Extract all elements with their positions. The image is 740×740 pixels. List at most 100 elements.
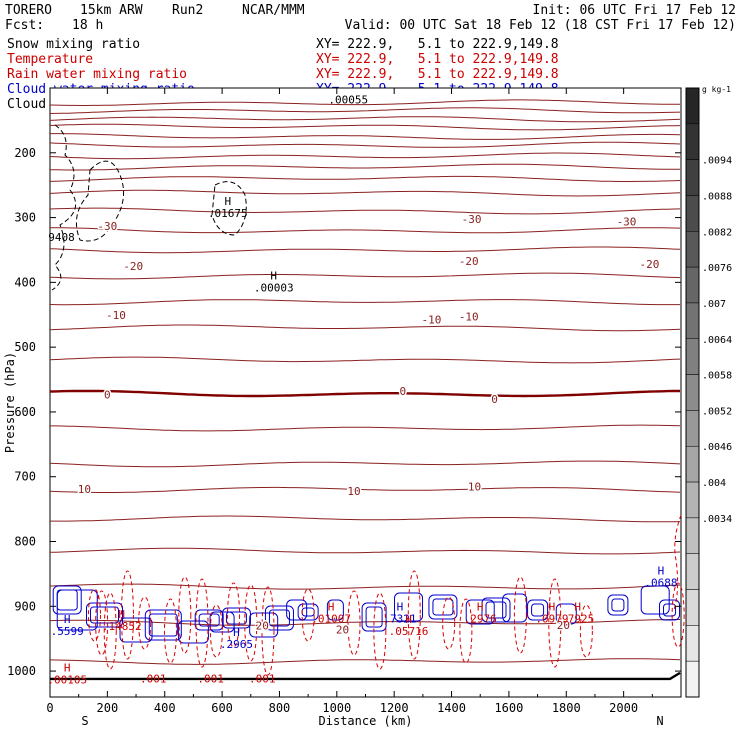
isotherm-line	[49, 658, 681, 665]
cloud-water-contour	[85, 602, 123, 628]
cloud-water-contour	[52, 585, 82, 615]
extremum-value: .0688	[644, 576, 677, 589]
isotherm-line	[49, 389, 680, 398]
colorbar-label: .0052	[702, 406, 732, 417]
cloud-water-contour	[264, 605, 294, 631]
cloud-water-contour	[268, 609, 290, 627]
cloud-water-contour	[659, 599, 681, 621]
colorbar-unit: g kg-1	[702, 85, 731, 94]
colorbar-swatch	[685, 374, 700, 411]
cloud-water-contour	[527, 599, 549, 621]
extremum-value: .01007	[311, 613, 351, 626]
isotherm-line	[49, 141, 681, 148]
temperature-label: 0	[491, 393, 498, 406]
x-tick-label: 600	[211, 701, 233, 715]
extremum-value: .7321	[383, 613, 416, 626]
isotherm-line	[49, 299, 680, 306]
isotherm-line	[49, 272, 681, 280]
snow-contour	[75, 160, 125, 242]
colorbar-label: .0094	[702, 156, 732, 167]
x-tick-label: 400	[154, 701, 176, 715]
rain-water-contour	[407, 570, 421, 660]
forecast-label: Fcst:	[5, 18, 45, 33]
cloud-water-contour	[611, 598, 625, 612]
surface-line	[50, 671, 681, 681]
valid-time: Valid: 00 UTC Sat 18 Feb 12 (18 CST Fri …	[344, 18, 736, 33]
org-label: NCAR/MMM	[242, 3, 305, 18]
rain-water-contour	[513, 576, 527, 654]
x-tick-label: 1600	[494, 701, 523, 715]
extremum-mark: H	[225, 195, 232, 208]
rain-water-contour	[442, 596, 456, 650]
cloud-water-contour	[119, 617, 153, 643]
colorbar-label: .0088	[702, 191, 732, 202]
colorbar-label: .004	[702, 478, 726, 489]
temperature-label: -20	[640, 258, 660, 271]
extremum-value: .0979	[535, 613, 568, 626]
rain-water-contour	[671, 582, 685, 648]
isotherm-line	[49, 152, 681, 160]
colorbar-frame	[685, 87, 700, 698]
rain-water-contour	[373, 592, 387, 670]
colorbar-label: .0082	[702, 227, 732, 238]
colorbar-swatch	[685, 660, 700, 698]
cloud-water-contour	[148, 613, 178, 637]
rain-water-contour	[579, 604, 593, 658]
extremum-value: .2965	[220, 638, 253, 651]
colorbar-swatch	[685, 445, 700, 483]
isotherm-line	[50, 424, 681, 432]
temperature-label: 10	[468, 480, 481, 493]
isotherm-line	[49, 460, 681, 468]
colorbar-swatch	[685, 195, 700, 232]
extremum-mark: H	[233, 626, 240, 639]
colorbar-swatch	[685, 231, 700, 268]
x-tick-label: 0	[46, 701, 53, 715]
extremum-value: .2976	[464, 613, 497, 626]
temperature-label: 10	[347, 485, 360, 498]
rain-water-contour	[227, 582, 241, 648]
extremum-value: .01675	[208, 207, 248, 220]
colorbar-swatch	[685, 302, 700, 340]
cloud-water-contour	[555, 603, 577, 625]
rain-water-contour	[244, 584, 258, 662]
rain-water-contour	[301, 588, 315, 642]
x-tick-label: 1200	[380, 701, 409, 715]
snow-contour	[51, 124, 77, 291]
cloud-water-contour	[297, 603, 319, 621]
y-tick-label: 900	[14, 599, 36, 613]
extremum-mark: H	[477, 601, 484, 614]
cloud-water-contour	[365, 606, 383, 628]
field-xy-range: XY= 222.9, 5.1 to 222.9,149.8	[316, 37, 559, 52]
rain-water-contour	[178, 576, 192, 654]
isotherm-line	[50, 515, 681, 523]
cloud-water-contour	[485, 601, 507, 619]
colorbar-label: .0058	[702, 371, 732, 382]
field-name: Rain water mixing ratio	[7, 67, 188, 82]
rain-water-contour	[459, 598, 473, 664]
extremum-mark: H	[574, 601, 581, 614]
isotherm-line	[49, 107, 681, 114]
colorbar-swatch	[685, 481, 700, 519]
x-tick-label: 1400	[437, 701, 466, 715]
y-tick-label: 600	[14, 405, 36, 419]
colorbar-swatch	[685, 87, 700, 125]
isotherm-line	[50, 227, 681, 234]
colorbar-swatch	[685, 589, 700, 626]
isotherm-line	[49, 356, 681, 364]
cloud-water-contour	[221, 607, 251, 629]
y-tick-label: 500	[14, 340, 36, 354]
colorbar-swatch	[685, 625, 700, 662]
temperature-label: -10	[459, 311, 479, 324]
field-xy-range: XY= 222.9, 5.1 to 222.9,149.8	[316, 52, 559, 67]
isotherm-line	[49, 246, 681, 254]
y-tick-label: 200	[14, 146, 36, 160]
temperature-label: -30	[617, 215, 637, 228]
rain-water-contour	[261, 586, 275, 676]
cloud-water-contour	[56, 589, 98, 631]
x-tick-label: 2000	[609, 701, 638, 715]
isotherm-line	[49, 189, 681, 197]
forecast-hour: 18 h	[72, 18, 104, 33]
rain-water-contour	[209, 604, 223, 658]
y-tick-label: 400	[14, 275, 36, 289]
temperature-label: -30	[97, 220, 117, 233]
